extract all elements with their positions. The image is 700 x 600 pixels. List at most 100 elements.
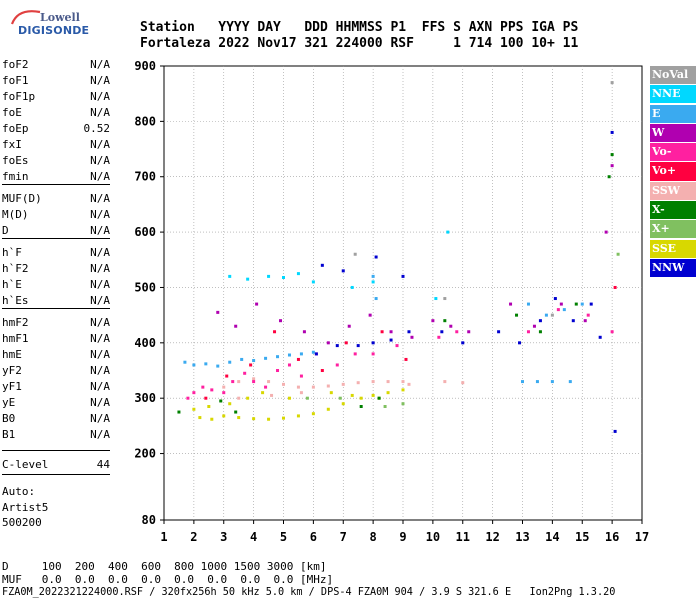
data-point-sse [237,416,241,420]
data-point-e [550,380,554,384]
data-point-w [326,341,330,345]
param-value: N/A [90,316,110,329]
param-name: M(D) [2,208,29,221]
data-point-vo [613,285,617,289]
data-point-vo [455,330,459,334]
param-row-fof1p: foF1p N/A [2,90,110,105]
data-point-nnw [598,335,602,339]
param-name: hmF2 [2,316,29,329]
param-row-hes: h`Es N/A [2,294,110,309]
data-point-nne [296,272,300,276]
data-point-w [583,319,587,323]
data-point-ssw [222,385,226,389]
data-point-x [401,402,405,406]
data-point-nne [267,274,271,278]
data-point-vo [210,388,214,392]
param-row-fof1: foF1 N/A [2,74,110,89]
param-value: N/A [90,262,110,275]
y-tick-label: 300 [134,391,156,405]
param-row-fof2: foF2 N/A [2,58,110,73]
x-tick-label: 1 [160,530,167,544]
auto-line2: Artist5 [2,500,49,514]
param-row-he: h`E N/A [2,278,110,293]
y-tick-label: 400 [134,336,156,350]
data-point-sse [296,414,300,418]
param-name: h`F [2,246,22,259]
param-value: N/A [90,412,110,425]
data-point-ssw [326,384,330,388]
legend-item-noval: NoVal [650,66,696,85]
legend-item-sse: SSE [650,239,696,258]
data-point-w [279,319,283,323]
y-tick-label: 900 [134,59,156,73]
data-point-vo [404,357,408,361]
data-point-ssw [341,382,345,386]
data-point-e [374,297,378,301]
param-row-ye: yE N/A [2,396,110,411]
data-point-nnw [571,319,575,323]
data-point-sse [261,391,265,395]
data-point-sse [386,391,390,395]
legend-item-nnw: NNW [650,258,696,277]
param-value: N/A [90,294,110,307]
data-point-ssw [237,396,241,400]
legend-item-nne: NNE [650,85,696,104]
data-point-vo [296,357,300,361]
x-tick-label: 15 [575,530,589,544]
data-point-vo [243,371,247,375]
data-point-x [574,302,578,306]
data-point-vo [371,352,375,356]
digisonde-logo: Lowell DIGISONDE [6,4,89,40]
param-name: hmE [2,348,22,361]
data-point-sse [350,393,354,397]
data-point-e [311,350,315,354]
x-tick-label: 11 [456,530,470,544]
data-point-sse [267,417,271,421]
data-point-noval [610,81,614,85]
data-point-vo [586,313,590,317]
data-point-sse [207,405,211,408]
data-point-ssw [237,380,241,384]
param-name: fmin [2,170,29,183]
data-point-nnw [335,344,339,348]
x-tick-label: 16 [605,530,619,544]
param-value: N/A [90,380,110,393]
data-point-e [276,355,280,359]
param-value: N/A [90,192,110,205]
param-divider [2,238,110,239]
data-point-sse [282,416,285,420]
param-value: N/A [90,278,110,291]
data-point-w [604,230,608,234]
param-name: foF2 [2,58,29,71]
data-point-vo [276,369,280,373]
data-point-vo [437,335,441,339]
legend-item-w: W [650,123,696,143]
data-point-w [431,319,435,323]
param-value: N/A [90,154,110,167]
data-point-noval [353,252,357,256]
data-point-w [302,330,306,334]
data-point-nnw [613,429,617,433]
data-point-x [607,175,611,179]
data-point-nne [228,274,232,278]
param-row-fxi: fxI N/A [2,138,110,153]
data-point-vo [249,363,253,367]
data-point-sse [252,417,256,421]
data-point-vo [264,385,268,389]
data-point-nnw [538,319,542,323]
y-tick-label: 700 [134,170,156,184]
x-tick-label: 7 [340,530,347,544]
data-point-vo [380,330,384,334]
data-point-w [234,324,238,328]
header-line2: Fortaleza 2022 Nov17 321 224000 RSF 1 71… [140,36,579,51]
x-tick-label: 10 [426,530,440,544]
data-point-nnw [374,255,378,259]
param-name: foE [2,106,22,119]
param-value: N/A [90,170,110,183]
data-point-nne [246,277,250,281]
param-row-hmf1: hmF1 N/A [2,332,110,347]
data-point-x [234,410,238,414]
data-point-noval [443,297,447,301]
data-point-ssw [371,380,375,384]
